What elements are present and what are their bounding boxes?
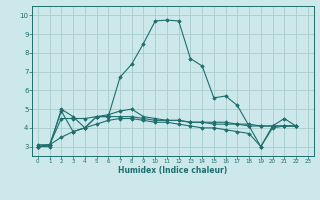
- X-axis label: Humidex (Indice chaleur): Humidex (Indice chaleur): [118, 166, 228, 175]
